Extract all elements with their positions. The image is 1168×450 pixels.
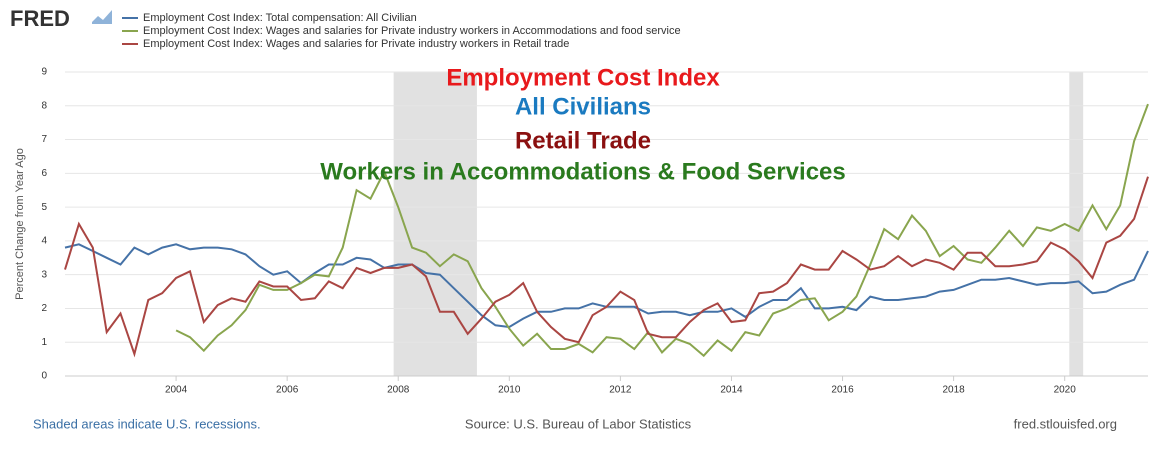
x-tick-label: 2018 [942, 385, 965, 396]
y-tick-label: 8 [41, 100, 47, 111]
series-line [64, 176, 1149, 358]
y-tick-label: 3 [41, 269, 47, 280]
y-tick-label: 2 [41, 303, 47, 314]
legend-label: Employment Cost Index: Wages and salarie… [143, 25, 681, 37]
logo: FRED [10, 6, 70, 31]
x-tick-label: 2010 [498, 385, 521, 396]
x-tick-label: 2016 [831, 385, 854, 396]
legend-label: Employment Cost Index: Wages and salarie… [143, 38, 569, 50]
footer-left: Shaded areas indicate U.S. recessions. [33, 416, 261, 431]
y-tick-label: 4 [41, 236, 47, 247]
legend-label: Employment Cost Index: Total compensatio… [143, 12, 417, 24]
annotation: All Civilians [515, 93, 651, 120]
footer-right: fred.stlouisfed.org [1014, 416, 1117, 431]
y-tick-label: 6 [41, 168, 47, 179]
y-tick-label: 1 [41, 337, 47, 348]
x-tick-label: 2012 [609, 385, 632, 396]
recession-shade [1069, 72, 1084, 376]
logo-icon [92, 10, 112, 24]
y-tick-label: 0 [41, 371, 47, 382]
annotation: Workers in Accommodations & Food Service… [320, 158, 845, 185]
plot-area [65, 72, 1148, 376]
footer-center: Source: U.S. Bureau of Labor Statistics [465, 416, 692, 431]
y-tick-label: 7 [41, 134, 47, 145]
y-axis-label: Percent Change from Year Ago [14, 148, 26, 300]
y-tick-label: 5 [41, 202, 47, 213]
x-tick-label: 2008 [387, 385, 410, 396]
y-tick-label: 9 [41, 67, 47, 78]
annotation: Retail Trade [515, 127, 651, 154]
x-tick-label: 2014 [720, 385, 743, 396]
x-tick-label: 2004 [165, 385, 188, 396]
x-tick-label: 2020 [1054, 385, 1077, 396]
annotation: Employment Cost Index [446, 64, 720, 91]
x-tick-label: 2006 [276, 385, 299, 396]
